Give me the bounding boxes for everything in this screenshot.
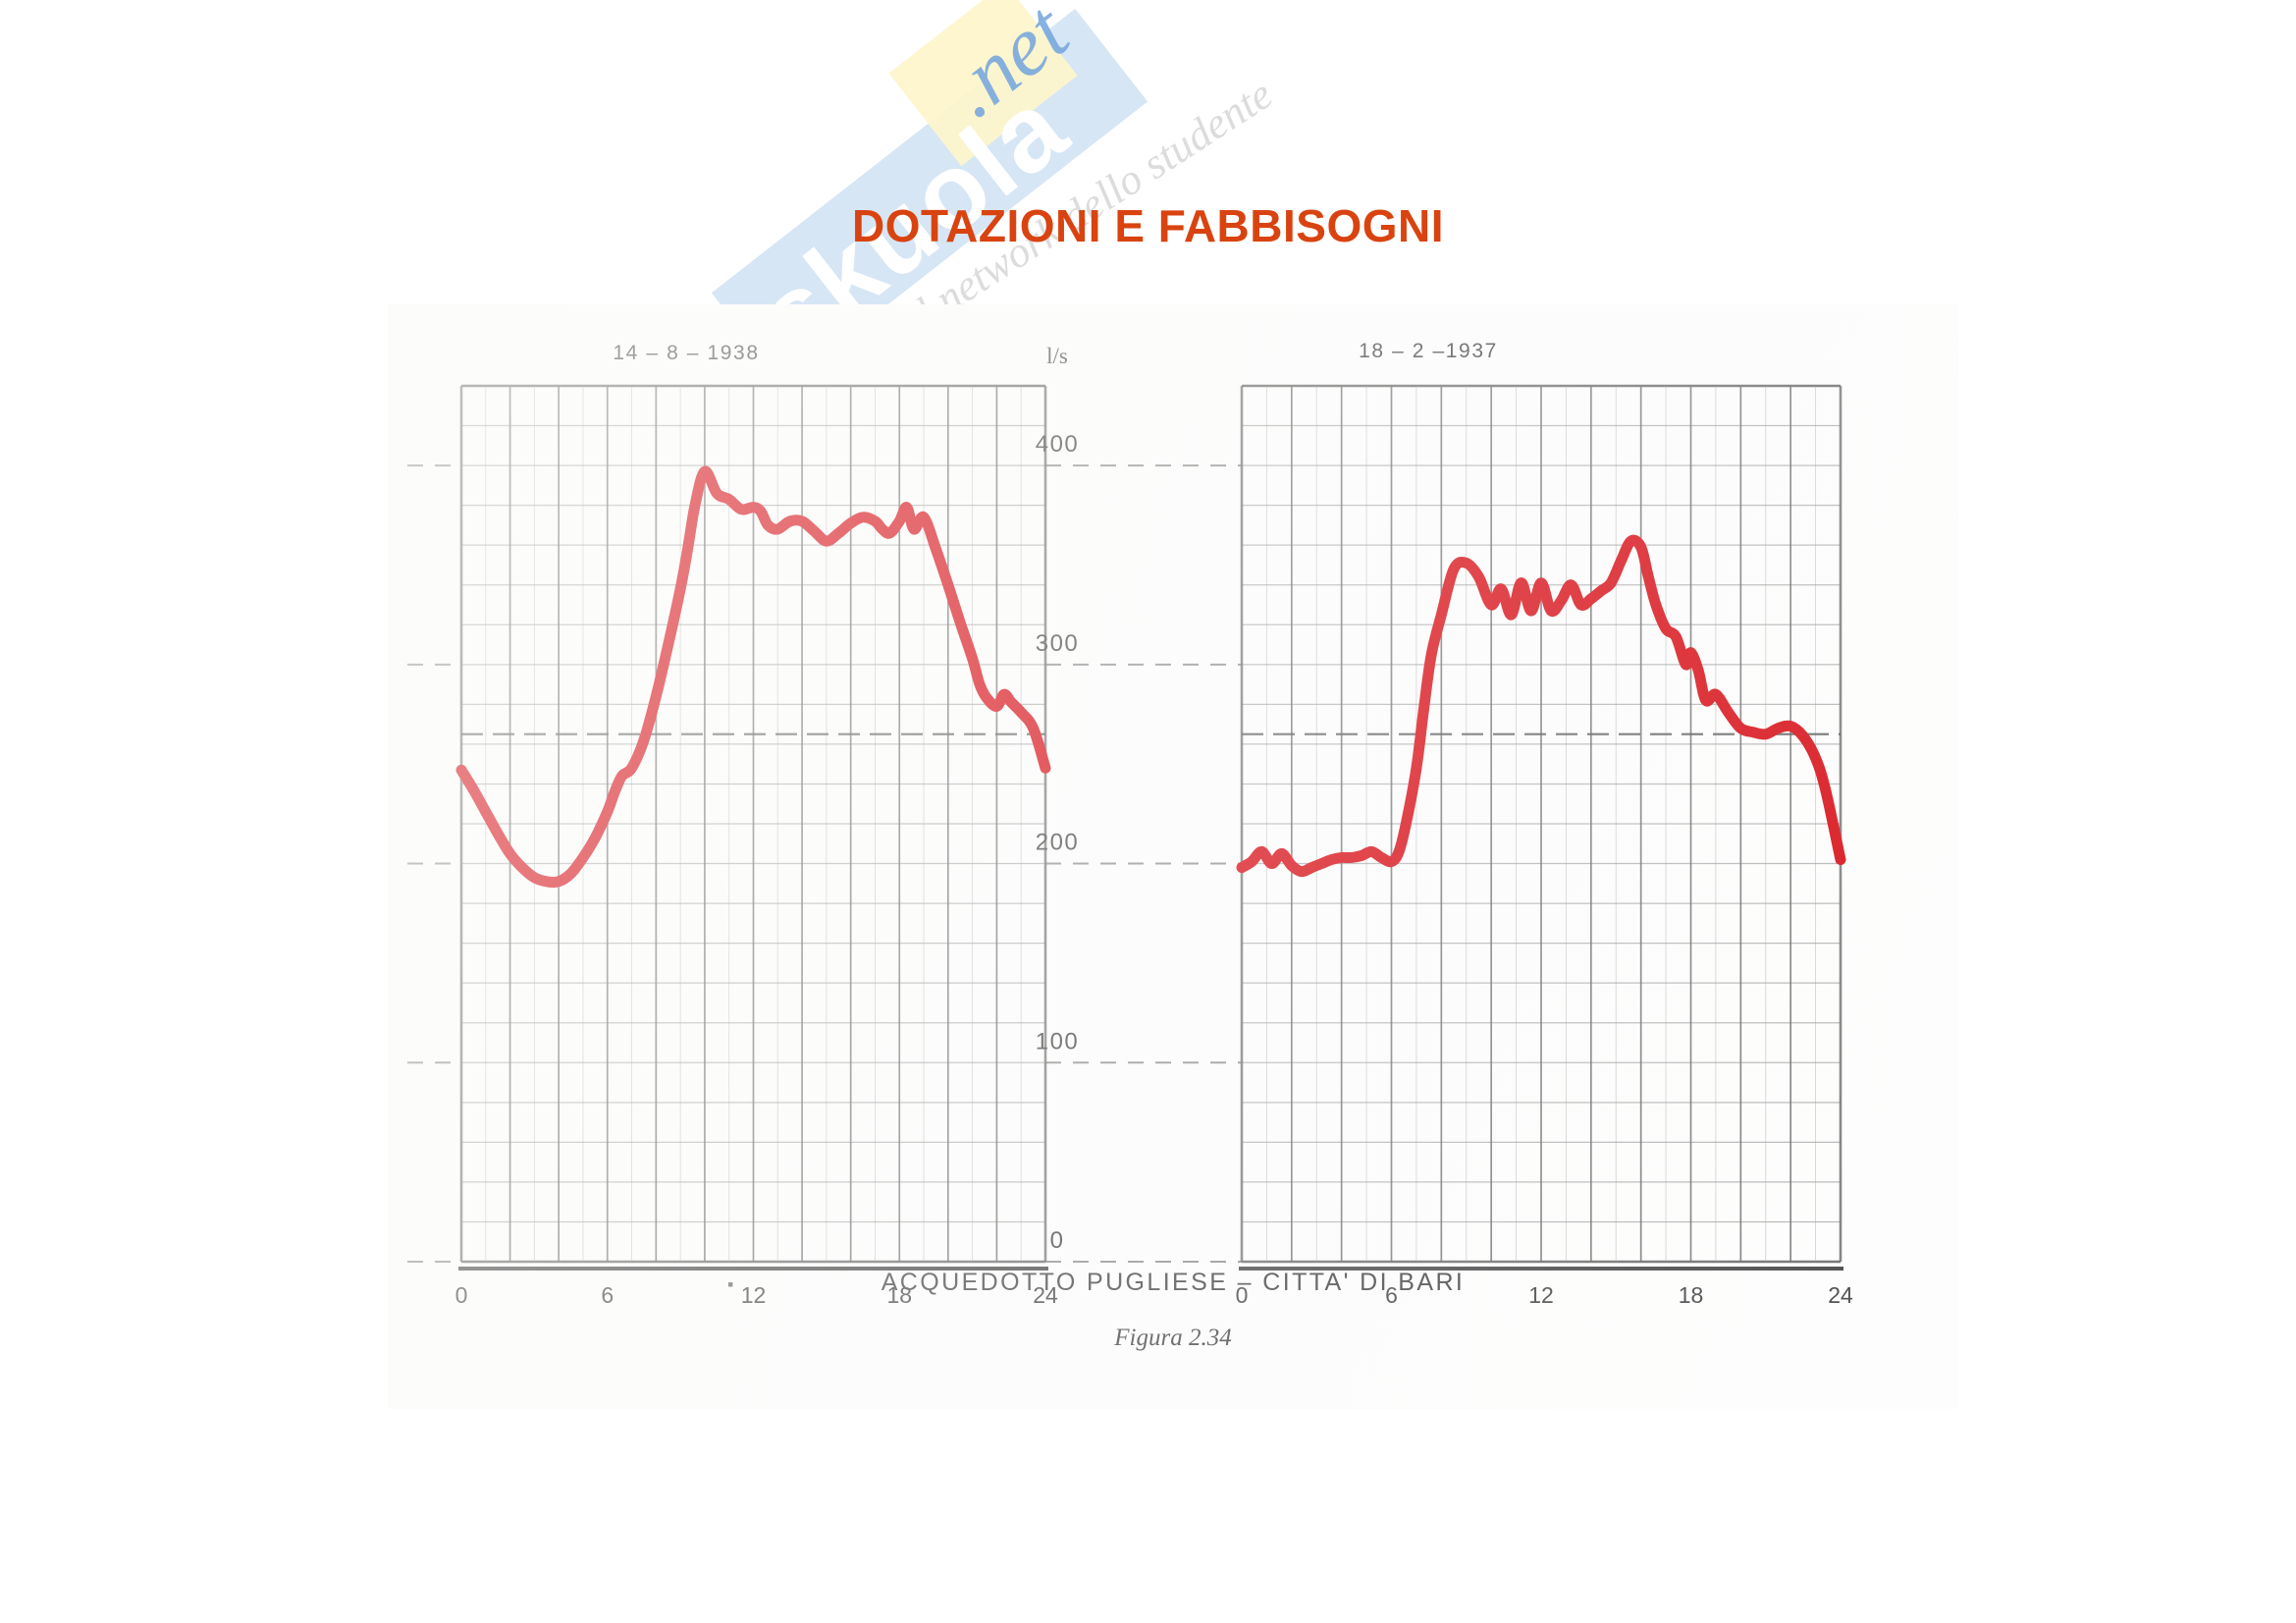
figure-container: 14 – 8 – 1938 18 – 2 –1937 l/s 400 300 200… bbox=[388, 304, 1958, 1409]
y-tick-0: 0 bbox=[1050, 1227, 1065, 1254]
figure-svg: 14 – 8 – 1938 18 – 2 –1937 l/s 400 300 200… bbox=[407, 340, 1853, 1351]
watermark-domain: .net bbox=[929, 0, 1086, 135]
left-x-tick-0: 0 bbox=[455, 1282, 468, 1308]
y-tick-400: 400 bbox=[1036, 431, 1080, 458]
left-panel-date-label: 14 – 8 – 1938 bbox=[613, 342, 759, 364]
right-x-tick-18: 18 bbox=[1679, 1282, 1704, 1308]
y-axis-tick-labels: 400 300 200 100 0 bbox=[1036, 431, 1080, 1254]
y-tick-100: 100 bbox=[1036, 1028, 1080, 1055]
right-x-tick-12: 12 bbox=[1528, 1282, 1554, 1308]
figure-caption-number: Figura 2.34 bbox=[1113, 1325, 1231, 1351]
y-tick-300: 300 bbox=[1036, 630, 1080, 657]
left-x-tick-6: 6 bbox=[601, 1282, 614, 1308]
figure-caption-main: ACQUEDOTTO PUGLIESE – CITTA' DI BARI bbox=[881, 1269, 1466, 1296]
page-title: DOTAZIONI E FABBISOGNI bbox=[851, 200, 1445, 251]
y-tick-200: 200 bbox=[1036, 830, 1080, 856]
left-chart-grid bbox=[458, 384, 1048, 1271]
right-chart-grid bbox=[1239, 384, 1843, 1271]
left-x-tick-12: 12 bbox=[741, 1282, 767, 1308]
y-axis-unit-label: l/s bbox=[1046, 344, 1068, 368]
caption-bullet-mark: ▪ bbox=[727, 1274, 733, 1294]
right-x-tick-24: 24 bbox=[1828, 1282, 1853, 1308]
right-panel-date-label: 18 – 2 –1937 bbox=[1359, 340, 1498, 362]
